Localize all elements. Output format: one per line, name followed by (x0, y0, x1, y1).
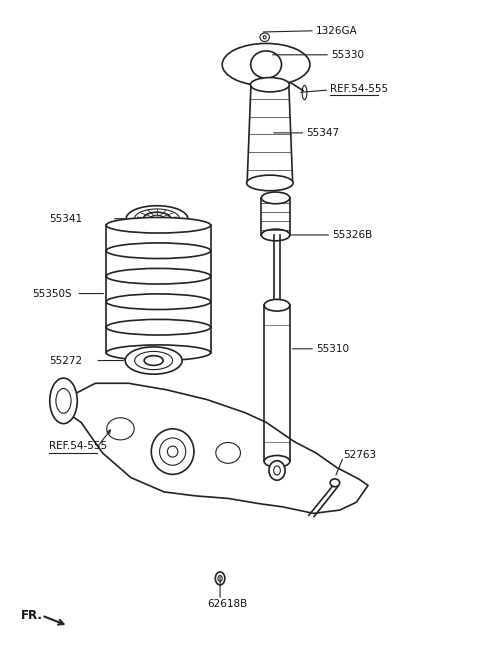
Polygon shape (62, 383, 368, 514)
Ellipse shape (106, 345, 211, 361)
Ellipse shape (50, 378, 77, 424)
Ellipse shape (159, 438, 186, 465)
Ellipse shape (274, 466, 280, 475)
Ellipse shape (106, 294, 211, 310)
Ellipse shape (218, 575, 222, 581)
Text: 62618B: 62618B (207, 600, 247, 609)
Text: REF.54-555: REF.54-555 (49, 441, 108, 451)
Ellipse shape (222, 43, 310, 86)
Text: 55272: 55272 (49, 356, 83, 365)
Ellipse shape (247, 175, 293, 191)
Ellipse shape (261, 229, 290, 241)
Ellipse shape (302, 85, 307, 100)
Text: 55330: 55330 (331, 50, 364, 60)
Ellipse shape (251, 77, 289, 92)
Text: 55341: 55341 (49, 214, 83, 224)
Ellipse shape (106, 217, 211, 233)
Ellipse shape (143, 213, 171, 225)
Ellipse shape (151, 429, 194, 474)
Ellipse shape (126, 206, 188, 232)
Ellipse shape (216, 443, 240, 463)
Ellipse shape (269, 461, 285, 480)
Ellipse shape (144, 356, 163, 365)
Text: REF.54-555: REF.54-555 (330, 83, 388, 94)
Ellipse shape (263, 35, 266, 39)
Text: 55326B: 55326B (332, 230, 372, 240)
Ellipse shape (107, 418, 134, 440)
Ellipse shape (260, 33, 269, 41)
Ellipse shape (251, 51, 281, 78)
Ellipse shape (106, 268, 211, 284)
Polygon shape (247, 86, 293, 183)
Ellipse shape (168, 446, 178, 457)
Ellipse shape (135, 352, 173, 369)
Ellipse shape (125, 347, 182, 374)
Text: FR.: FR. (21, 609, 43, 622)
Text: 55347: 55347 (306, 128, 339, 138)
Ellipse shape (134, 209, 180, 228)
Ellipse shape (261, 192, 290, 204)
Ellipse shape (106, 243, 211, 258)
Ellipse shape (264, 299, 290, 311)
Polygon shape (274, 235, 280, 305)
Text: 1326GA: 1326GA (316, 26, 358, 35)
Ellipse shape (264, 455, 290, 467)
Bar (261, 198, 290, 235)
Ellipse shape (56, 388, 71, 413)
Bar (264, 305, 290, 461)
Text: 55310: 55310 (316, 344, 349, 354)
Ellipse shape (106, 319, 211, 335)
Ellipse shape (216, 572, 225, 585)
Ellipse shape (330, 479, 340, 487)
Ellipse shape (150, 215, 164, 222)
Text: 52763: 52763 (343, 450, 376, 460)
Text: 55350S: 55350S (32, 289, 72, 298)
